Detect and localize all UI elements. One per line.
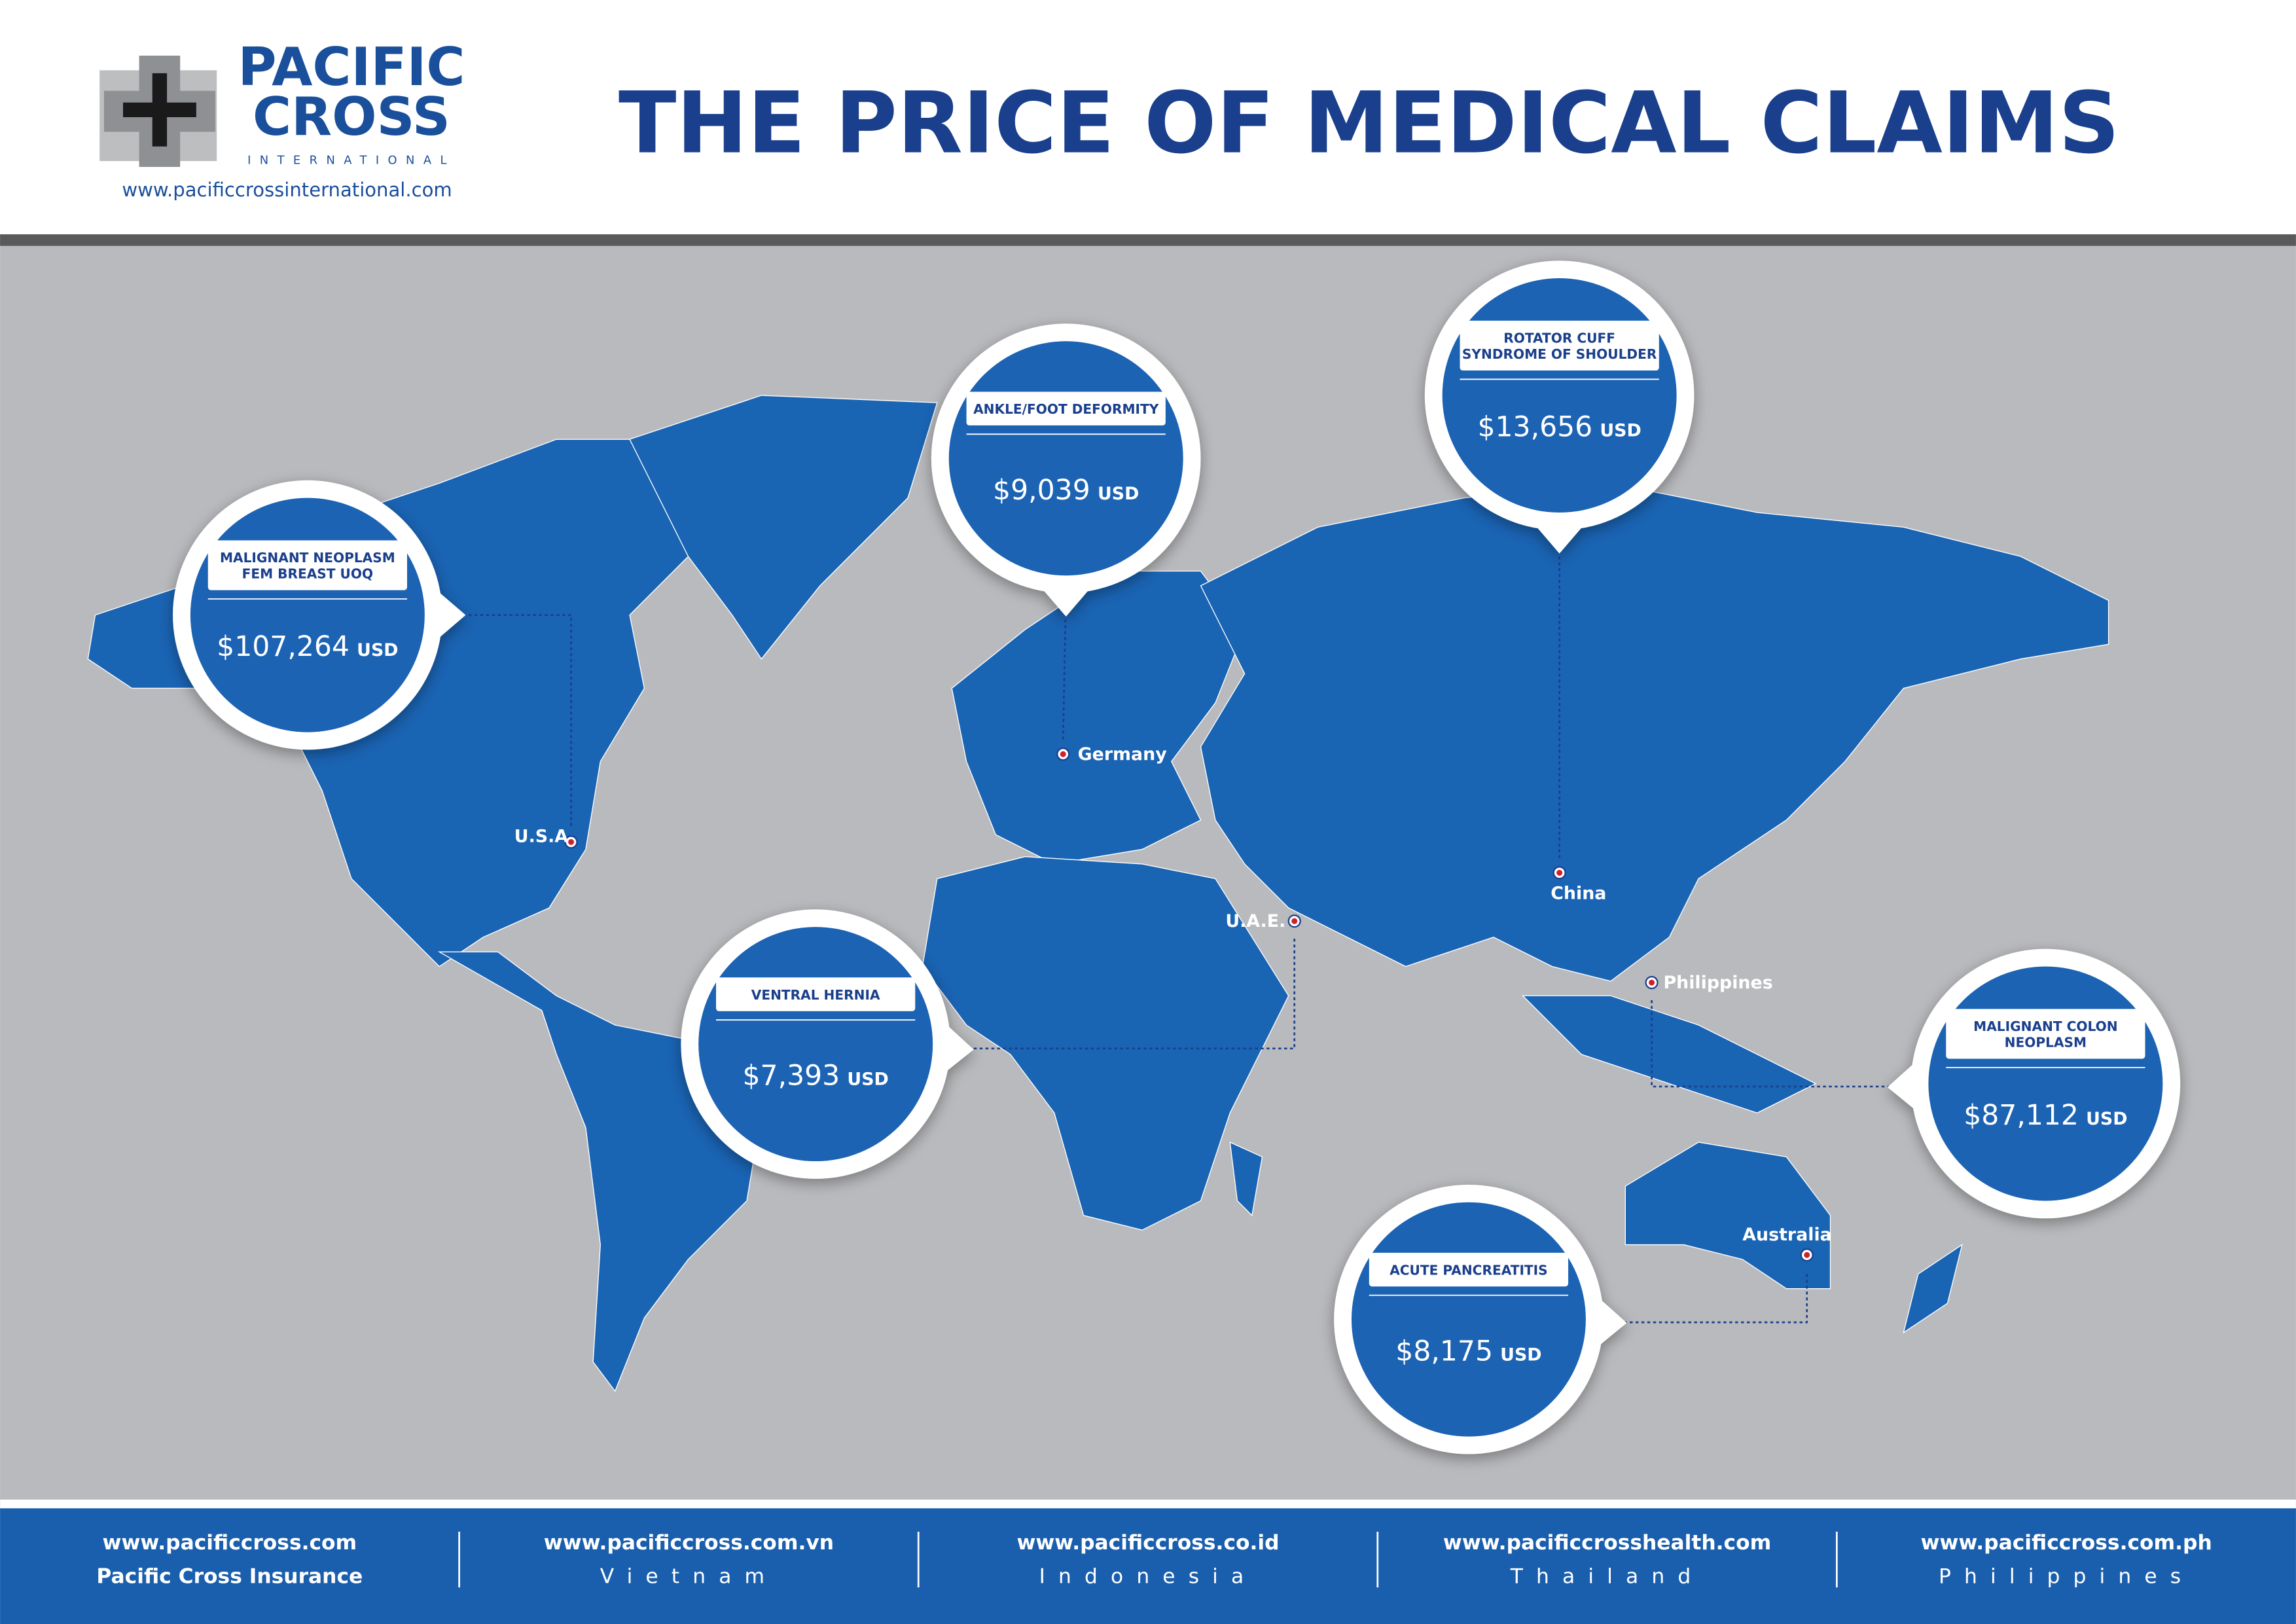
amount: $7,393 xyxy=(743,1060,840,1092)
location-dot xyxy=(1060,751,1066,757)
asia xyxy=(1200,482,2109,982)
country-label: China xyxy=(1551,884,1606,904)
label-box xyxy=(1369,1252,1569,1287)
country-label: Australia xyxy=(1742,1225,1832,1245)
greenland xyxy=(629,395,938,660)
amount: $9,039 xyxy=(993,475,1090,507)
footer-url: www.pacificcross.co.id xyxy=(1016,1531,1279,1555)
unit: USD xyxy=(1098,484,1139,504)
callout-disc xyxy=(190,497,425,732)
location-dot xyxy=(1649,979,1655,986)
label-box xyxy=(1460,320,1659,370)
location-dot xyxy=(1804,1252,1810,1258)
brand-line: CROSS xyxy=(253,86,450,147)
location-dot xyxy=(1291,918,1298,924)
header-rule xyxy=(0,234,2296,246)
connector xyxy=(944,937,1296,1050)
label-box xyxy=(1946,1009,2145,1059)
footer-name: Pacific Cross Insurance xyxy=(96,1564,363,1588)
unit: USD xyxy=(847,1070,888,1090)
procedure-label: ANKLE/FOOT DEFORMITY xyxy=(973,401,1159,417)
claim-amount: $7,393 USD xyxy=(743,1060,889,1092)
footer-name: Indonesia xyxy=(1039,1564,1257,1588)
callout-disc xyxy=(1928,966,2163,1201)
country-label: Philippines xyxy=(1663,973,1772,993)
connector xyxy=(439,614,572,827)
procedure-label: ACUTE PANCREATITIS xyxy=(1390,1262,1547,1278)
callout-disc xyxy=(1351,1202,1586,1437)
southeast-asia xyxy=(1522,995,1817,1113)
brand-line: PACIFIC xyxy=(238,36,465,98)
procedure-label: VENTRAL HERNIA xyxy=(751,987,880,1003)
footer-url: www.pacificcross.com xyxy=(103,1531,357,1555)
south-america xyxy=(437,951,762,1392)
amount: $8,175 xyxy=(1395,1335,1493,1367)
footer-url: www.pacificcross.com.ph xyxy=(1921,1531,2212,1555)
amount: $107,264 xyxy=(217,631,350,663)
label-box xyxy=(207,540,408,590)
claim-amount: $13,656 USD xyxy=(1477,412,1641,444)
claim-amount: $107,264 USD xyxy=(217,631,398,663)
location-dot xyxy=(568,839,575,845)
label-box xyxy=(966,391,1166,425)
logo xyxy=(99,56,217,168)
africa xyxy=(922,856,1289,1231)
logo-cross-inner xyxy=(122,73,196,147)
footer-name: Philippines xyxy=(1939,1564,2194,1588)
header-bg xyxy=(0,0,2296,234)
brand-sub: INTERNATIONAL xyxy=(247,154,456,168)
callout-disc xyxy=(948,341,1183,576)
brand-url: www.pacificcrossinternational.com xyxy=(122,179,452,201)
unit: USD xyxy=(357,640,398,660)
footer-name: Vietnam xyxy=(600,1564,778,1588)
unit: USD xyxy=(1500,1344,1541,1365)
claim-amount: $9,039 USD xyxy=(993,475,1139,507)
procedure-label: FEM BREAST UOQ xyxy=(242,566,373,582)
location-dot xyxy=(1556,869,1563,876)
procedure-label: ROTATOR CUFF xyxy=(1503,330,1615,346)
procedure-label: MALIGNANT COLON xyxy=(1973,1019,2117,1034)
madagascar xyxy=(1229,1141,1263,1217)
callout-disc xyxy=(698,927,933,1162)
amount: $13,656 xyxy=(1477,412,1592,444)
country-label: Germany xyxy=(1078,744,1167,765)
procedure-label: MALIGNANT NEOPLASM xyxy=(220,550,395,566)
footer-name: Thailand xyxy=(1510,1564,1704,1588)
amount: $87,112 xyxy=(1964,1100,2079,1132)
footer-url: www.pacificcrosshealth.com xyxy=(1443,1531,1771,1555)
page-title: THE PRICE OF MEDICAL CLAIMS xyxy=(619,74,2120,173)
procedure-label: SYNDROME OF SHOULDER xyxy=(1462,346,1657,362)
label-box xyxy=(716,977,916,1011)
claim-amount: $87,112 USD xyxy=(1964,1100,2127,1132)
connector xyxy=(1600,1271,1808,1324)
footer-rule xyxy=(0,1499,2296,1509)
country-label: U.S.A xyxy=(514,826,568,846)
claim-amount: $8,175 USD xyxy=(1395,1335,1541,1367)
unit: USD xyxy=(1600,421,1641,441)
footer-bg xyxy=(0,1499,2296,1624)
country-label: U.A.E. xyxy=(1225,911,1285,931)
procedure-label: NEOPLASM xyxy=(2005,1035,2087,1051)
callout-disc xyxy=(1442,278,1677,513)
unit: USD xyxy=(2086,1109,2127,1129)
footer-url: www.pacificcross.com.vn xyxy=(544,1531,834,1555)
new-zealand xyxy=(1903,1244,1963,1334)
australia xyxy=(1624,1142,1831,1290)
